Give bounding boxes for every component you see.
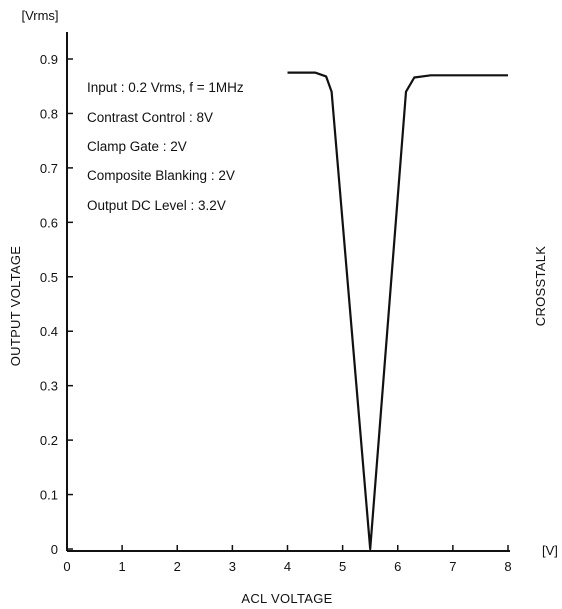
condition-note: Output DC Level : 3.2V xyxy=(87,198,226,213)
x-tick-label: 0 xyxy=(63,559,70,574)
x-tick-label: 5 xyxy=(339,559,346,574)
x-axis-unit: [V] xyxy=(542,543,558,558)
y-tick-label: 0.5 xyxy=(40,270,58,285)
axes xyxy=(66,32,510,552)
condition-notes: Input : 0.2 Vrms, f = 1MHz Contrast Contr… xyxy=(87,80,244,213)
crosstalk-label: CROSSTALK xyxy=(533,246,548,327)
y-tick-label: 0.3 xyxy=(40,379,58,394)
condition-note: Composite Blanking : 2V xyxy=(87,168,235,183)
y-tick-label: 0.7 xyxy=(40,161,58,176)
y-tick-label: 0 xyxy=(51,542,58,557)
condition-note: Input : 0.2 Vrms, f = 1MHz xyxy=(87,80,244,95)
y-axis-title: OUTPUT VOLTAGE xyxy=(8,246,23,367)
x-axis-ticks: 0 1 2 3 4 5 6 7 8 xyxy=(63,545,512,574)
y-axis-ticks: 0 0.1 0.2 0.3 0.4 0.5 0.6 0.7 0.8 0.9 xyxy=(40,52,73,557)
y-tick-label: 0.4 xyxy=(40,324,58,339)
condition-note: Clamp Gate : 2V xyxy=(87,139,187,154)
x-tick-label: 7 xyxy=(449,559,456,574)
y-tick-label: 0.1 xyxy=(40,488,58,503)
condition-note: Contrast Control : 8V xyxy=(87,110,213,125)
x-tick-label: 8 xyxy=(504,559,511,574)
y-tick-label: 0.9 xyxy=(40,52,58,67)
x-tick-label: 1 xyxy=(119,559,126,574)
y-tick-label: 0.8 xyxy=(40,106,58,121)
x-tick-label: 3 xyxy=(229,559,236,574)
series-line xyxy=(287,71,508,551)
x-tick-label: 2 xyxy=(174,559,181,574)
x-tick-label: 4 xyxy=(284,559,291,574)
y-tick-label: 0.2 xyxy=(40,433,58,448)
x-axis-title: ACL VOLTAGE xyxy=(241,591,332,606)
plot-series xyxy=(287,71,508,551)
x-tick-label: 6 xyxy=(394,559,401,574)
y-tick-label: 0.6 xyxy=(40,215,58,230)
y-axis-unit: [Vrms] xyxy=(21,8,58,23)
